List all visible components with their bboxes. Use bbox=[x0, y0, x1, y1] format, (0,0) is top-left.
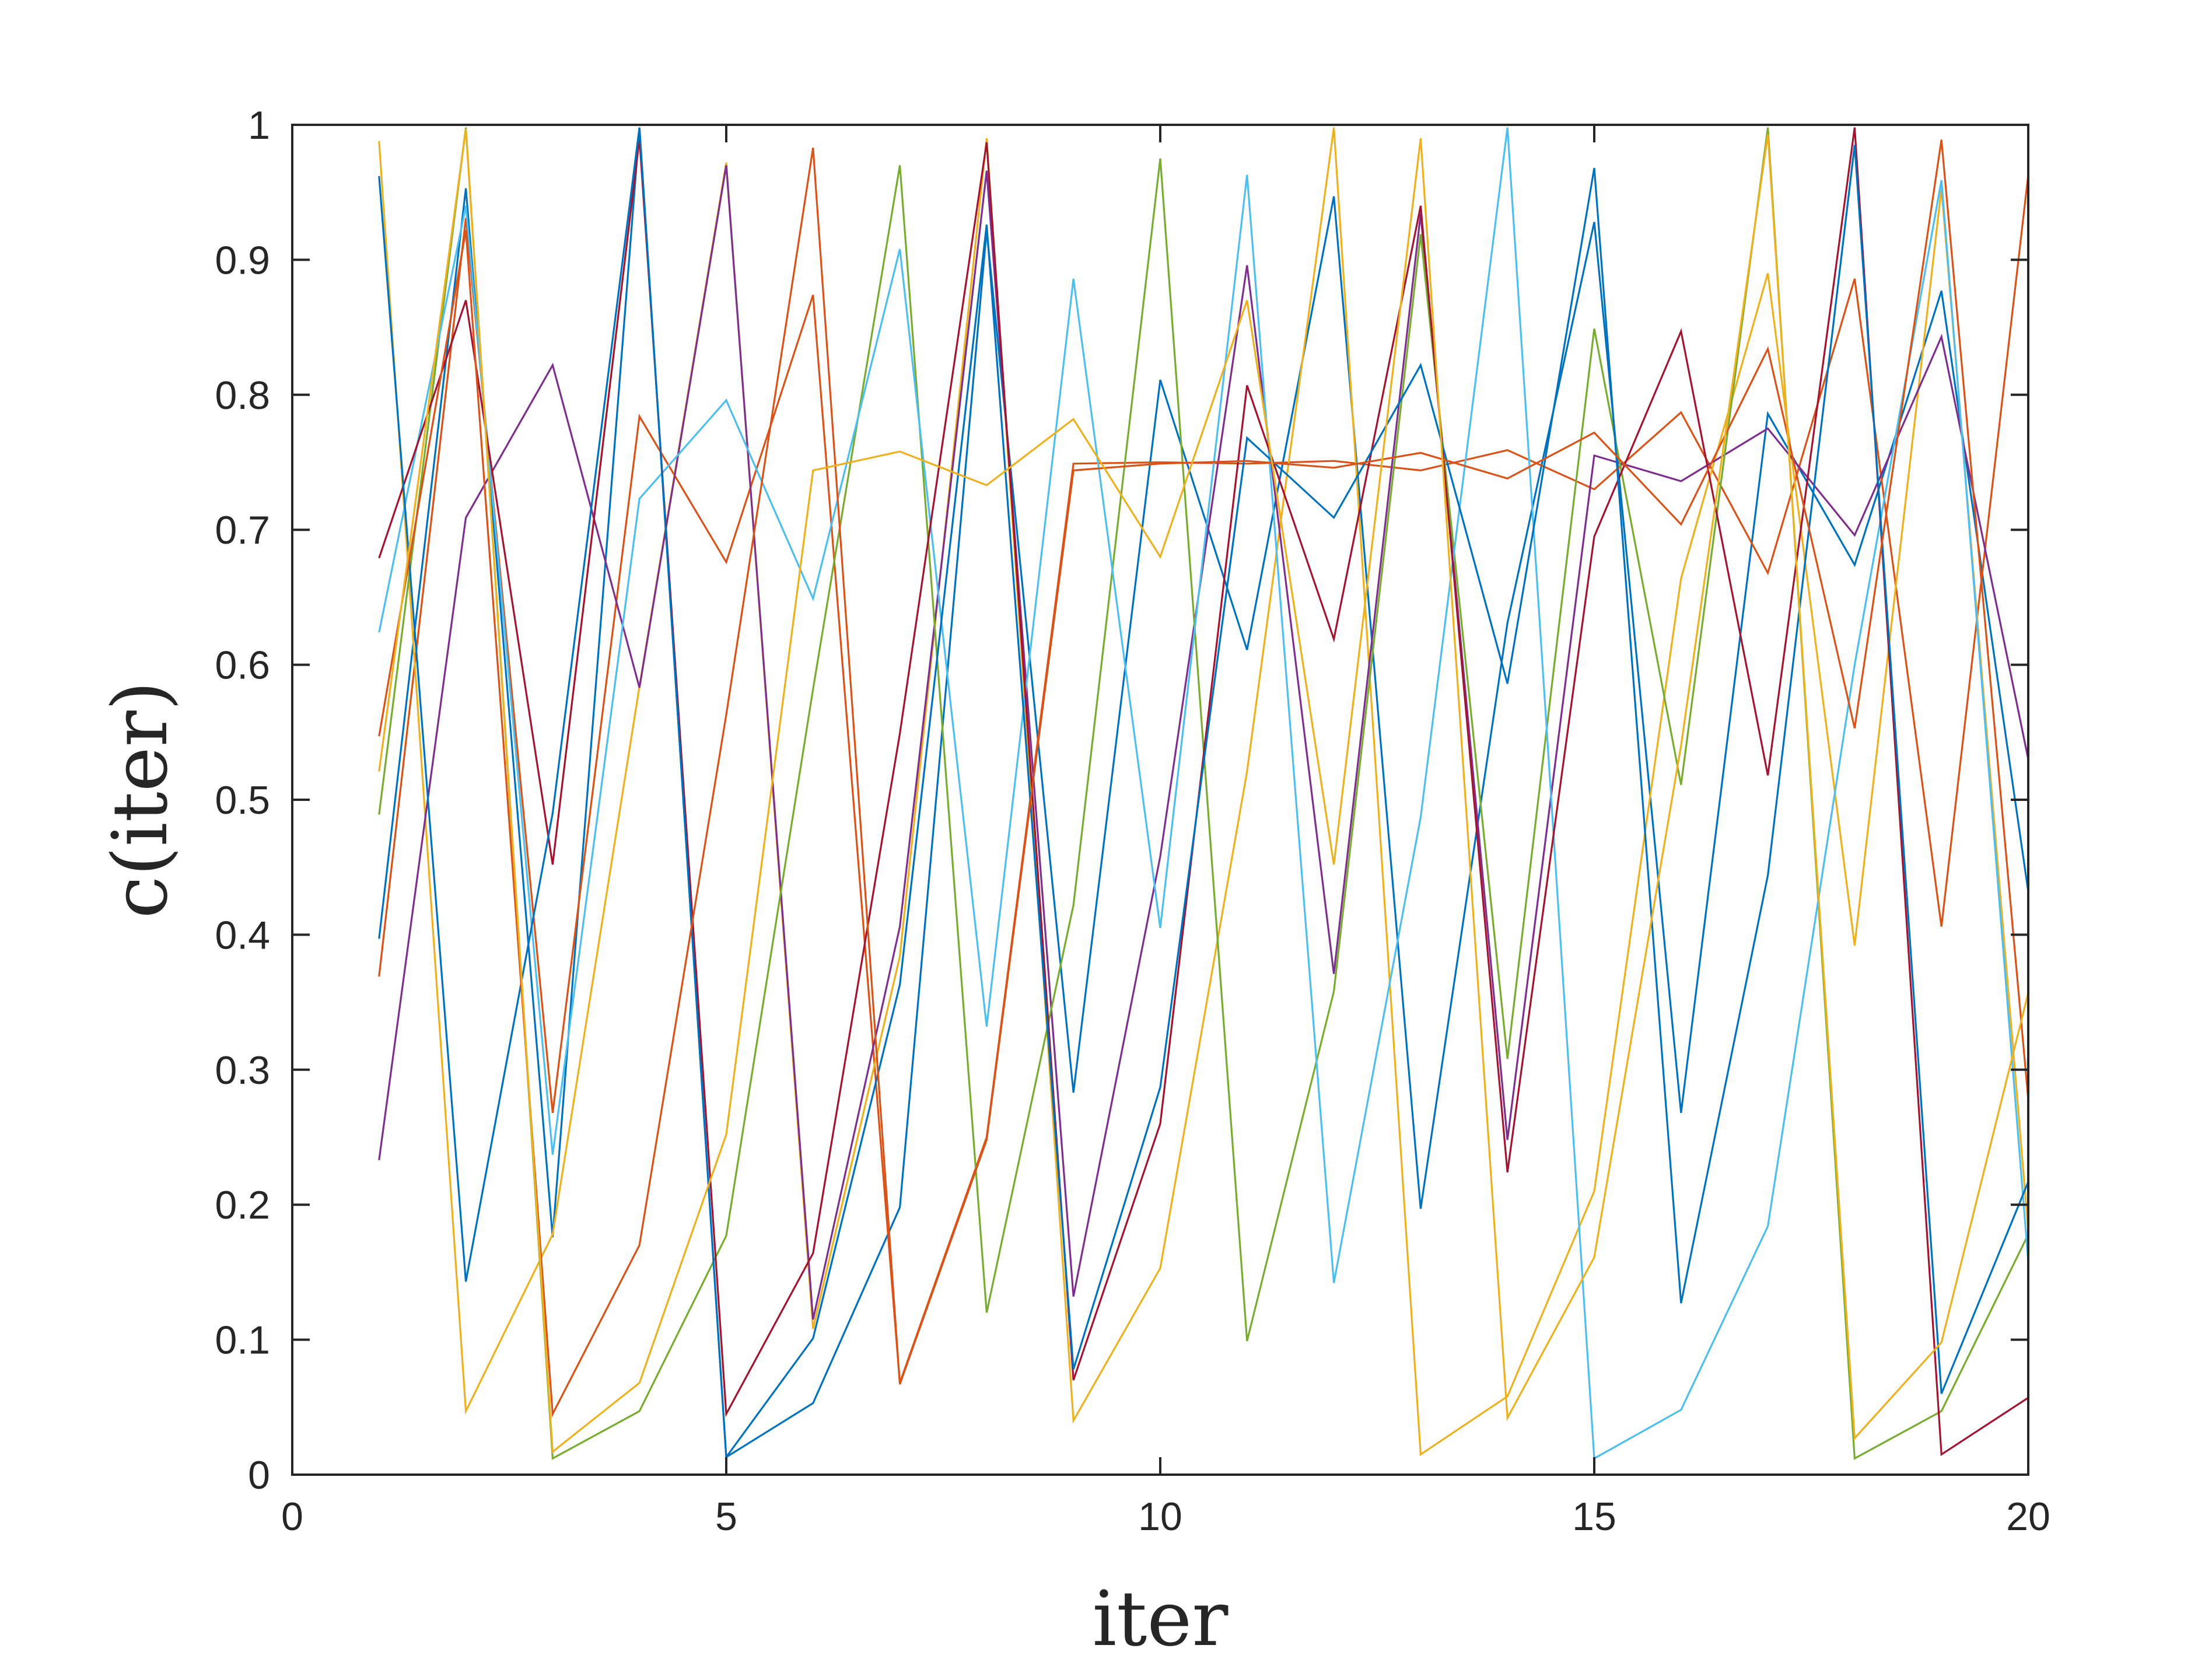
x-tick-label: 10 bbox=[1138, 1494, 1182, 1539]
series-line-9 bbox=[378, 139, 2029, 1418]
series-line-4 bbox=[378, 165, 2029, 1320]
tick-layer: 0 5 10 15 20 0 0.1 0.2 0.3 0.4 0.5 0.6 0.7 0.8 0.9 1 bbox=[215, 103, 2050, 1539]
y-axis-label: c(iter) bbox=[96, 681, 184, 918]
y-tick-label: 0.5 bbox=[215, 778, 270, 822]
series-line-6 bbox=[378, 127, 2029, 1460]
y-tick-label: 0 bbox=[248, 1453, 270, 1497]
x-tick-label: 0 bbox=[281, 1494, 303, 1539]
series-line-8 bbox=[378, 127, 2029, 1460]
y-tick-label: 1 bbox=[248, 103, 270, 148]
y-tick-label: 0.3 bbox=[215, 1048, 270, 1093]
x-axis-label: iter bbox=[1093, 1574, 1229, 1659]
x-tick-label: 20 bbox=[2006, 1494, 2050, 1539]
y-tick-label: 0.9 bbox=[215, 238, 270, 282]
y-tick-label: 0.8 bbox=[215, 373, 270, 418]
y-tick-label: 0.7 bbox=[215, 508, 270, 552]
x-tick-label: 5 bbox=[715, 1494, 737, 1539]
series-layer bbox=[378, 127, 2029, 1460]
y-tick-label: 0.6 bbox=[215, 643, 270, 688]
y-tick-label: 0.4 bbox=[215, 913, 270, 957]
y-tick-label: 0.1 bbox=[215, 1318, 270, 1363]
series-line-10 bbox=[378, 128, 2029, 1454]
x-tick-label: 15 bbox=[1572, 1494, 1616, 1539]
y-tick-label: 0.2 bbox=[215, 1183, 270, 1227]
